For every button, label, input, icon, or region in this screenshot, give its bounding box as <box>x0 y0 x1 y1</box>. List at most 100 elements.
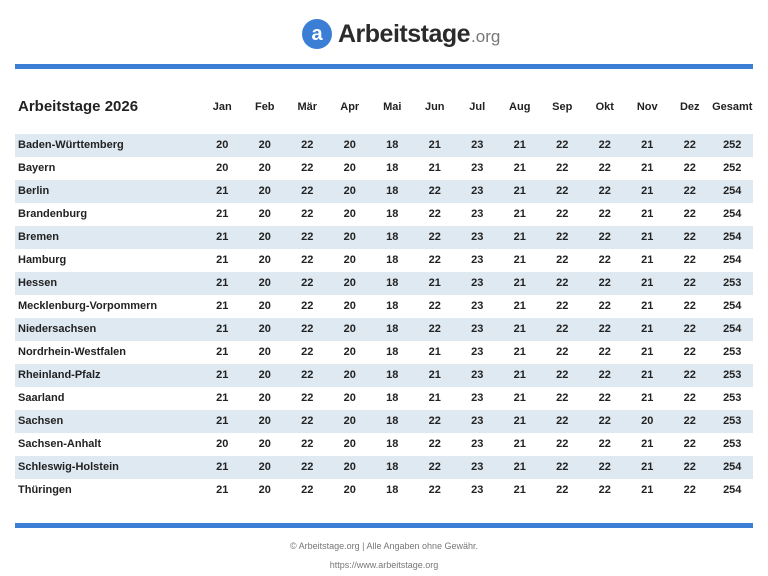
workday-count: 20 <box>641 415 654 427</box>
top-divider <box>15 64 753 69</box>
workday-count: 254 <box>723 323 742 335</box>
workday-count: 22 <box>598 369 611 381</box>
workday-count: 21 <box>641 254 654 266</box>
workday-count: 20 <box>258 323 271 335</box>
workday-count: 21 <box>641 139 654 151</box>
workday-count: 22 <box>598 277 611 289</box>
workday-count: 22 <box>683 323 696 335</box>
workday-count: 22 <box>301 392 314 404</box>
workday-count: 22 <box>556 392 569 404</box>
workday-count: 254 <box>723 461 742 473</box>
workday-count: 22 <box>556 139 569 151</box>
table-row: Berlin 21 20 22 20 18 22 23 21 22 22 21 22 254 <box>15 180 753 203</box>
workday-count: 23 <box>471 369 484 381</box>
workday-count: 254 <box>723 254 742 266</box>
workday-count: 22 <box>301 277 314 289</box>
workday-count: 18 <box>386 300 399 312</box>
table-row: Nordrhein-Westfalen 21 20 22 20 18 21 23 21 22 22 2… <box>15 341 753 364</box>
workday-count: 20 <box>343 323 356 335</box>
workday-count: 22 <box>556 185 569 197</box>
workday-count: 20 <box>258 254 271 266</box>
workday-count: 20 <box>258 415 271 427</box>
workday-count: 21 <box>428 277 441 289</box>
workday-count: 21 <box>216 300 229 312</box>
workday-count: 20 <box>343 185 356 197</box>
workday-count: 18 <box>386 415 399 427</box>
column-header: Jul <box>469 101 486 113</box>
workday-count: 22 <box>428 231 441 243</box>
column-header: Mär <box>297 101 318 113</box>
workday-count: 22 <box>301 231 314 243</box>
workday-count: 20 <box>258 277 271 289</box>
workday-count: 22 <box>301 369 314 381</box>
workday-count: 20 <box>343 438 356 450</box>
state-name: Thüringen <box>18 484 72 496</box>
workday-count: 21 <box>428 162 441 174</box>
workday-count: 18 <box>386 277 399 289</box>
workday-count: 21 <box>513 461 526 473</box>
workday-count: 22 <box>683 484 696 496</box>
workday-count: 23 <box>471 277 484 289</box>
workday-count: 18 <box>386 346 399 358</box>
workday-count: 23 <box>471 185 484 197</box>
column-header: Aug <box>509 101 531 113</box>
workday-count: 21 <box>513 185 526 197</box>
logo-brand: Arbeitstage <box>338 19 471 48</box>
workday-count: 21 <box>513 162 526 174</box>
state-name: Mecklenburg-Vorpommern <box>18 300 158 312</box>
workday-count: 20 <box>258 162 271 174</box>
workday-count: 22 <box>598 231 611 243</box>
workday-count: 22 <box>598 162 611 174</box>
workday-count: 22 <box>598 461 611 473</box>
workday-count: 20 <box>343 415 356 427</box>
workday-count: 22 <box>428 438 441 450</box>
workday-count: 21 <box>513 231 526 243</box>
workday-count: 22 <box>556 277 569 289</box>
footer-url[interactable]: https://www.arbeitstage.org <box>329 560 439 570</box>
workday-count: 22 <box>301 300 314 312</box>
table-row: Sachsen 21 20 22 20 18 22 23 21 22 22 20 22 253 <box>15 410 753 433</box>
workday-count: 21 <box>641 162 654 174</box>
table-row: Hessen 21 20 22 20 18 21 23 21 22 22 21 22 253 <box>15 272 753 295</box>
workday-count: 254 <box>723 300 742 312</box>
workday-count: 18 <box>386 323 399 335</box>
table-row: Bayern 20 20 22 20 18 21 23 21 22 22 21 22 252 <box>15 157 753 180</box>
workday-count: 22 <box>598 415 611 427</box>
workday-count: 22 <box>428 185 441 197</box>
workday-count: 22 <box>556 162 569 174</box>
workday-count: 20 <box>343 254 356 266</box>
workday-count: 20 <box>343 139 356 151</box>
workday-count: 20 <box>258 369 271 381</box>
column-header: Feb <box>254 101 275 113</box>
workday-count: 23 <box>471 162 484 174</box>
workday-count: 18 <box>386 231 399 243</box>
workday-count: 254 <box>723 231 742 243</box>
table-row: Schleswig-Holstein 21 20 22 20 18 22 23 21 22 22 21… <box>15 456 753 479</box>
workday-count: 22 <box>683 461 696 473</box>
workday-count: 22 <box>301 346 314 358</box>
workday-count: 20 <box>258 139 271 151</box>
bottom-divider <box>15 523 753 528</box>
workday-count: 23 <box>471 392 484 404</box>
workday-count: 21 <box>513 438 526 450</box>
workday-count: 22 <box>683 139 696 151</box>
workday-count: 21 <box>641 185 654 197</box>
state-name: Rheinland-Pfalz <box>18 369 101 381</box>
workday-count: 21 <box>216 254 229 266</box>
workday-count: 18 <box>386 185 399 197</box>
table-row: Sachsen-Anhalt 20 20 22 20 18 22 23 21 22 22 21 22 25… <box>15 433 753 456</box>
workday-count: 20 <box>343 369 356 381</box>
state-name: Sachsen-Anhalt <box>18 438 102 450</box>
column-header: Mai <box>383 101 402 113</box>
workday-count: 21 <box>216 208 229 220</box>
workday-count: 23 <box>471 461 484 473</box>
state-name: Sachsen <box>18 415 64 427</box>
workday-count: 20 <box>343 461 356 473</box>
workday-count: 21 <box>513 208 526 220</box>
workday-count: 20 <box>343 162 356 174</box>
workday-count: 20 <box>258 392 271 404</box>
workday-count: 23 <box>471 415 484 427</box>
workday-count: 22 <box>683 185 696 197</box>
workday-count: 21 <box>216 369 229 381</box>
workday-count: 22 <box>683 300 696 312</box>
